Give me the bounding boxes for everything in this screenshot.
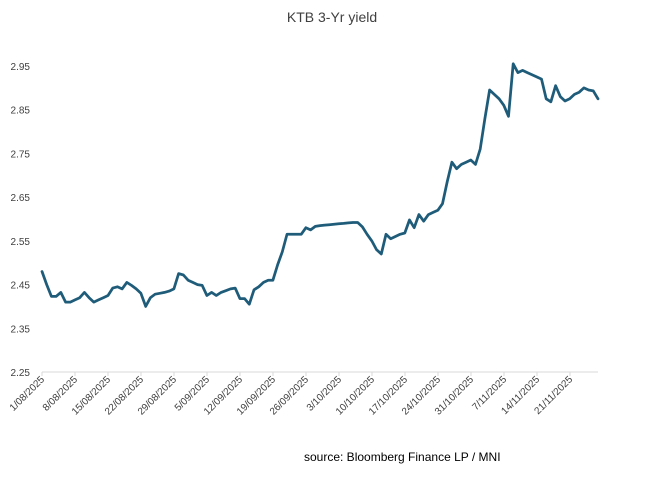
chart-title: KTB 3-Yr yield	[287, 9, 377, 25]
y-tick-label: 2.95	[11, 62, 31, 73]
y-tick-label: 2.55	[11, 237, 31, 248]
y-tick-label: 2.85	[11, 106, 31, 117]
y-axis-ticks: 2.25 2.35 2.45 2.55 2.65 2.75 2.85 2.95	[11, 62, 31, 379]
y-tick-label: 2.75	[11, 149, 31, 160]
x-axis-ticks: 1/08/20258/08/202515/08/202522/08/202529…	[8, 372, 575, 418]
y-tick-label: 2.45	[11, 281, 31, 292]
y-tick-label: 2.25	[11, 368, 31, 379]
y-tick-label: 2.65	[11, 193, 31, 204]
series-line	[40, 62, 600, 308]
series-layer	[40, 62, 600, 308]
source-note: source: Bloomberg Finance LP / MNI	[304, 450, 501, 464]
y-tick-label: 2.35	[11, 324, 31, 335]
